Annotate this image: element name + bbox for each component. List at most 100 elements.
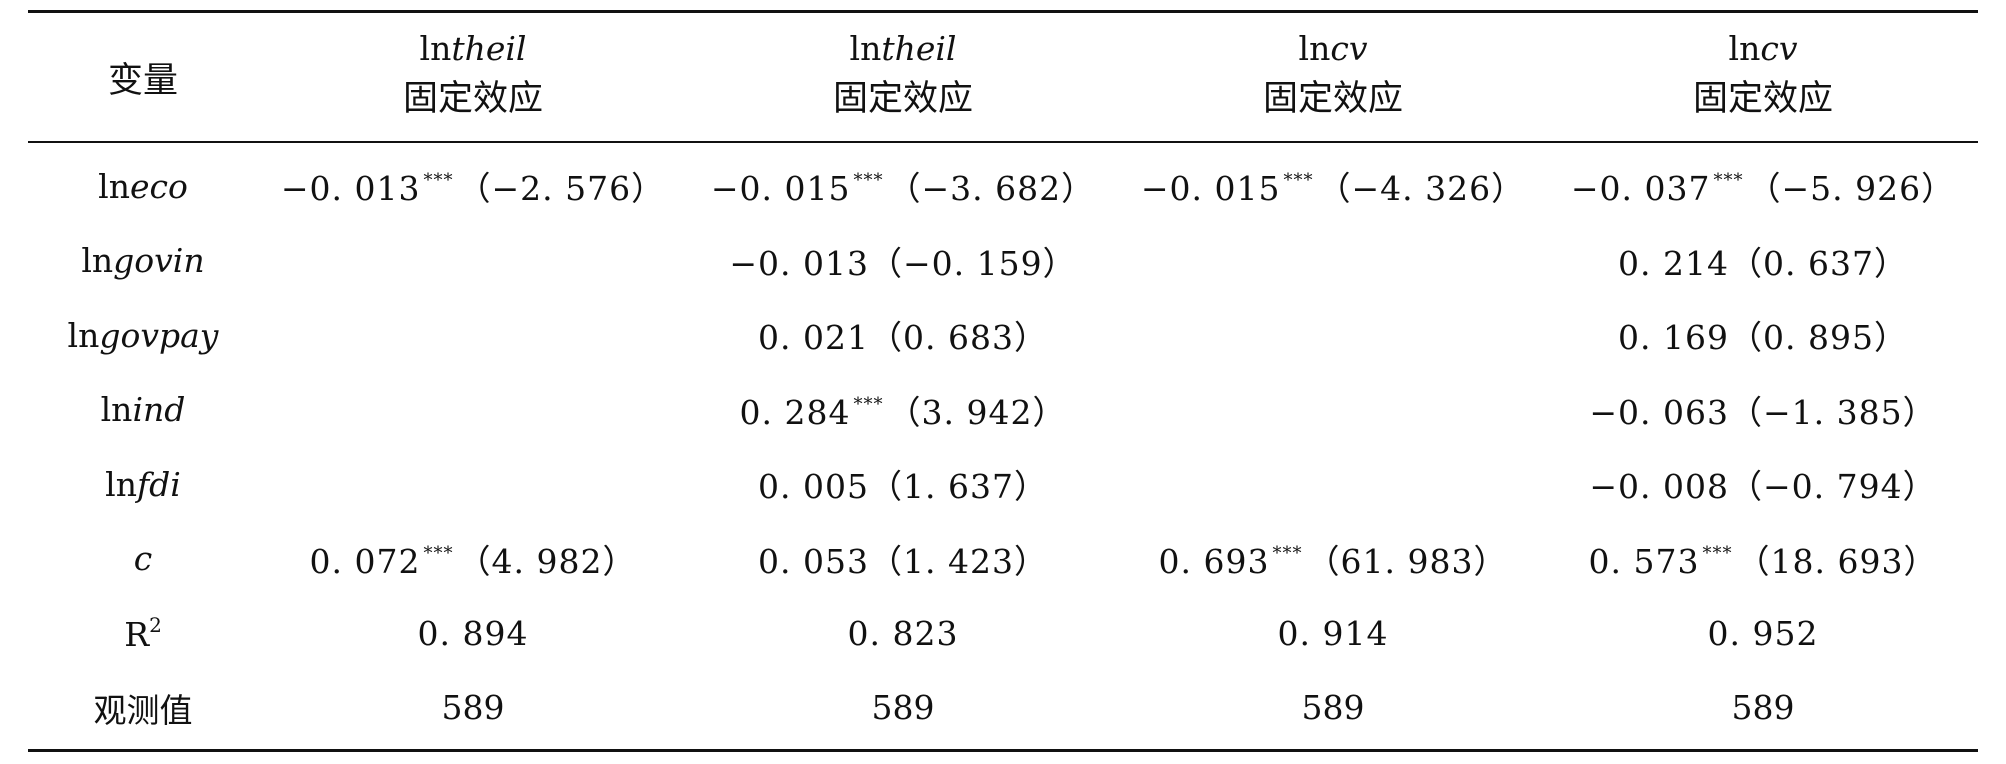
dep-prefix: ln [419,29,452,68]
coefficient-value: 0. 284 [739,392,851,432]
coefficient-value: 0. 053 [758,541,869,581]
t-statistic: （−1. 385） [1729,392,1937,432]
t-statistic: （61. 983） [1306,541,1508,581]
model-4-dependent-variable: lncv [1548,27,1978,71]
variable-name-cell: lnfdi [28,447,258,522]
dep-name: cv [1760,29,1798,68]
r-squared-value: 0. 894 [417,613,529,653]
coefficient-value: 0. 005 [758,467,869,507]
model-4-method: 固定效应 [1692,79,1833,119]
coefficient-value: 0. 573 [1588,541,1700,581]
t-statistic: （0. 637） [1729,243,1908,283]
variable-name-cell: lneco [28,142,258,224]
coefficient-value: −0. 013 [280,169,421,209]
coefficient-value: −0. 015 [710,169,851,209]
coefficient-cell: 0. 573 *** （18. 693） [1548,522,1978,597]
model-3-dependent-variable: lncv [1118,27,1548,71]
regression-table: 变量 lntheil 固定效应 lntheil 固定效应 lncv 固定效应 l… [28,10,1978,752]
t-statistic: （0. 683） [869,318,1048,358]
model-2-method: 固定效应 [832,79,973,119]
t-statistic: （0. 895） [1729,318,1908,358]
coefficient-cell: −0. 013 *** （−2. 576） [258,142,688,224]
coefficient-cell [258,224,688,299]
variable-prefix: ln [67,315,100,355]
observations-value: 589 [1118,670,1548,752]
coefficient-cell: −0. 015 *** （−3. 682） [688,142,1118,224]
significance-stars: *** [1283,170,1314,192]
variable-label: 变量 [107,60,178,101]
significance-stars: *** [423,542,454,564]
coefficient-value: −0. 037 [1570,169,1711,209]
dep-prefix: ln [1298,29,1331,68]
coefficient-cell: 0. 214（0. 637） [1548,224,1978,299]
variable-name: govin [113,241,205,281]
dep-prefix: ln [1728,29,1761,68]
variable-prefix: ln [81,241,114,281]
r-squared-value: 0. 914 [1277,613,1389,653]
dep-name: cv [1330,29,1368,68]
model-2-header: lntheil 固定效应 [688,10,1118,143]
variable-name-cell: lnind [28,373,258,448]
coefficient-cell: 0. 693 *** （61. 983） [1118,522,1548,597]
observations-label: 观测值 [28,670,258,752]
significance-stars: *** [1272,542,1303,564]
coefficient-cell: −0. 037 *** （−5. 926） [1548,142,1978,224]
model-2-dependent-variable: lntheil [688,27,1118,71]
t-statistic: （1. 423） [869,541,1048,581]
t-statistic: （−3. 682） [887,169,1096,209]
table-header: 变量 lntheil 固定效应 lntheil 固定效应 lncv 固定效应 l… [28,10,1978,143]
t-statistic: （−0. 794） [1729,467,1937,507]
coefficient-cell: −0. 008（−0. 794） [1548,447,1978,522]
dep-prefix: ln [849,29,882,68]
model-1-dependent-variable: lntheil [258,27,688,71]
coefficient-value: −0. 008 [1589,467,1729,507]
coefficient-value: 0. 072 [309,541,421,581]
variable-name-cell: c [28,522,258,597]
coefficient-value: 0. 169 [1618,318,1729,358]
observations-value: 589 [258,670,688,752]
t-statistic: （−0. 159） [869,243,1077,283]
coefficient-cell: 0. 021（0. 683） [688,298,1118,373]
t-statistic: （−4. 326） [1317,169,1526,209]
coefficient-cell: −0. 013（−0. 159） [688,224,1118,299]
t-statistic: （18. 693） [1736,541,1938,581]
coefficient-cell [1118,447,1548,522]
coefficient-value: 0. 693 [1158,541,1270,581]
table-row: lngovpay 0. 021（0. 683） 0. 169（0. 895） [28,298,1978,373]
model-3-header: lncv 固定效应 [1118,10,1548,143]
dep-name: theil [451,29,527,68]
r-squared-value: 0. 823 [847,613,959,653]
r-squared-label: R2 [28,596,258,671]
significance-stars: *** [853,393,884,415]
t-statistic: （1. 637） [869,467,1048,507]
variable-name: fdi [136,464,181,504]
coefficient-cell: 0. 284 *** （3. 942） [688,373,1118,448]
variable-prefix: ln [100,390,133,430]
coefficient-cell: 0. 072 *** （4. 982） [258,522,688,597]
observations-row: 观测值 589 589 589 589 [28,670,1978,752]
observations-value: 589 [1548,670,1978,752]
coefficient-cell: 0. 169（0. 895） [1548,298,1978,373]
coefficient-cell [1118,298,1548,373]
model-1-header: lntheil 固定效应 [258,10,688,143]
variable-name: eco [129,166,188,206]
observations-value: 589 [688,670,1118,752]
t-statistic: （−5. 926） [1747,169,1956,209]
variable-name-cell: lngovpay [28,298,258,373]
t-statistic: （3. 942） [887,392,1067,432]
dep-name: theil [881,29,957,68]
significance-stars: *** [1702,542,1733,564]
r-squared-row: R2 0. 894 0. 823 0. 914 0. 952 [28,596,1978,671]
table-row: lnind 0. 284 *** （3. 942） −0. 063（−1. 385） [28,373,1978,448]
table-row: c 0. 072 *** （4. 982） 0. 053（1. 423） 0. 693 **… [28,522,1978,597]
model-3-method: 固定效应 [1262,79,1403,119]
variable-name: ind [132,390,186,430]
r-squared-value: 0. 952 [1707,613,1819,653]
coefficient-cell: 0. 005（1. 637） [688,447,1118,522]
coefficient-cell [258,298,688,373]
variable-prefix: ln [98,166,130,206]
significance-stars: *** [423,170,454,192]
variable-name: c [133,539,153,579]
coefficient-cell [258,373,688,448]
t-statistic: （4. 982） [457,541,637,581]
